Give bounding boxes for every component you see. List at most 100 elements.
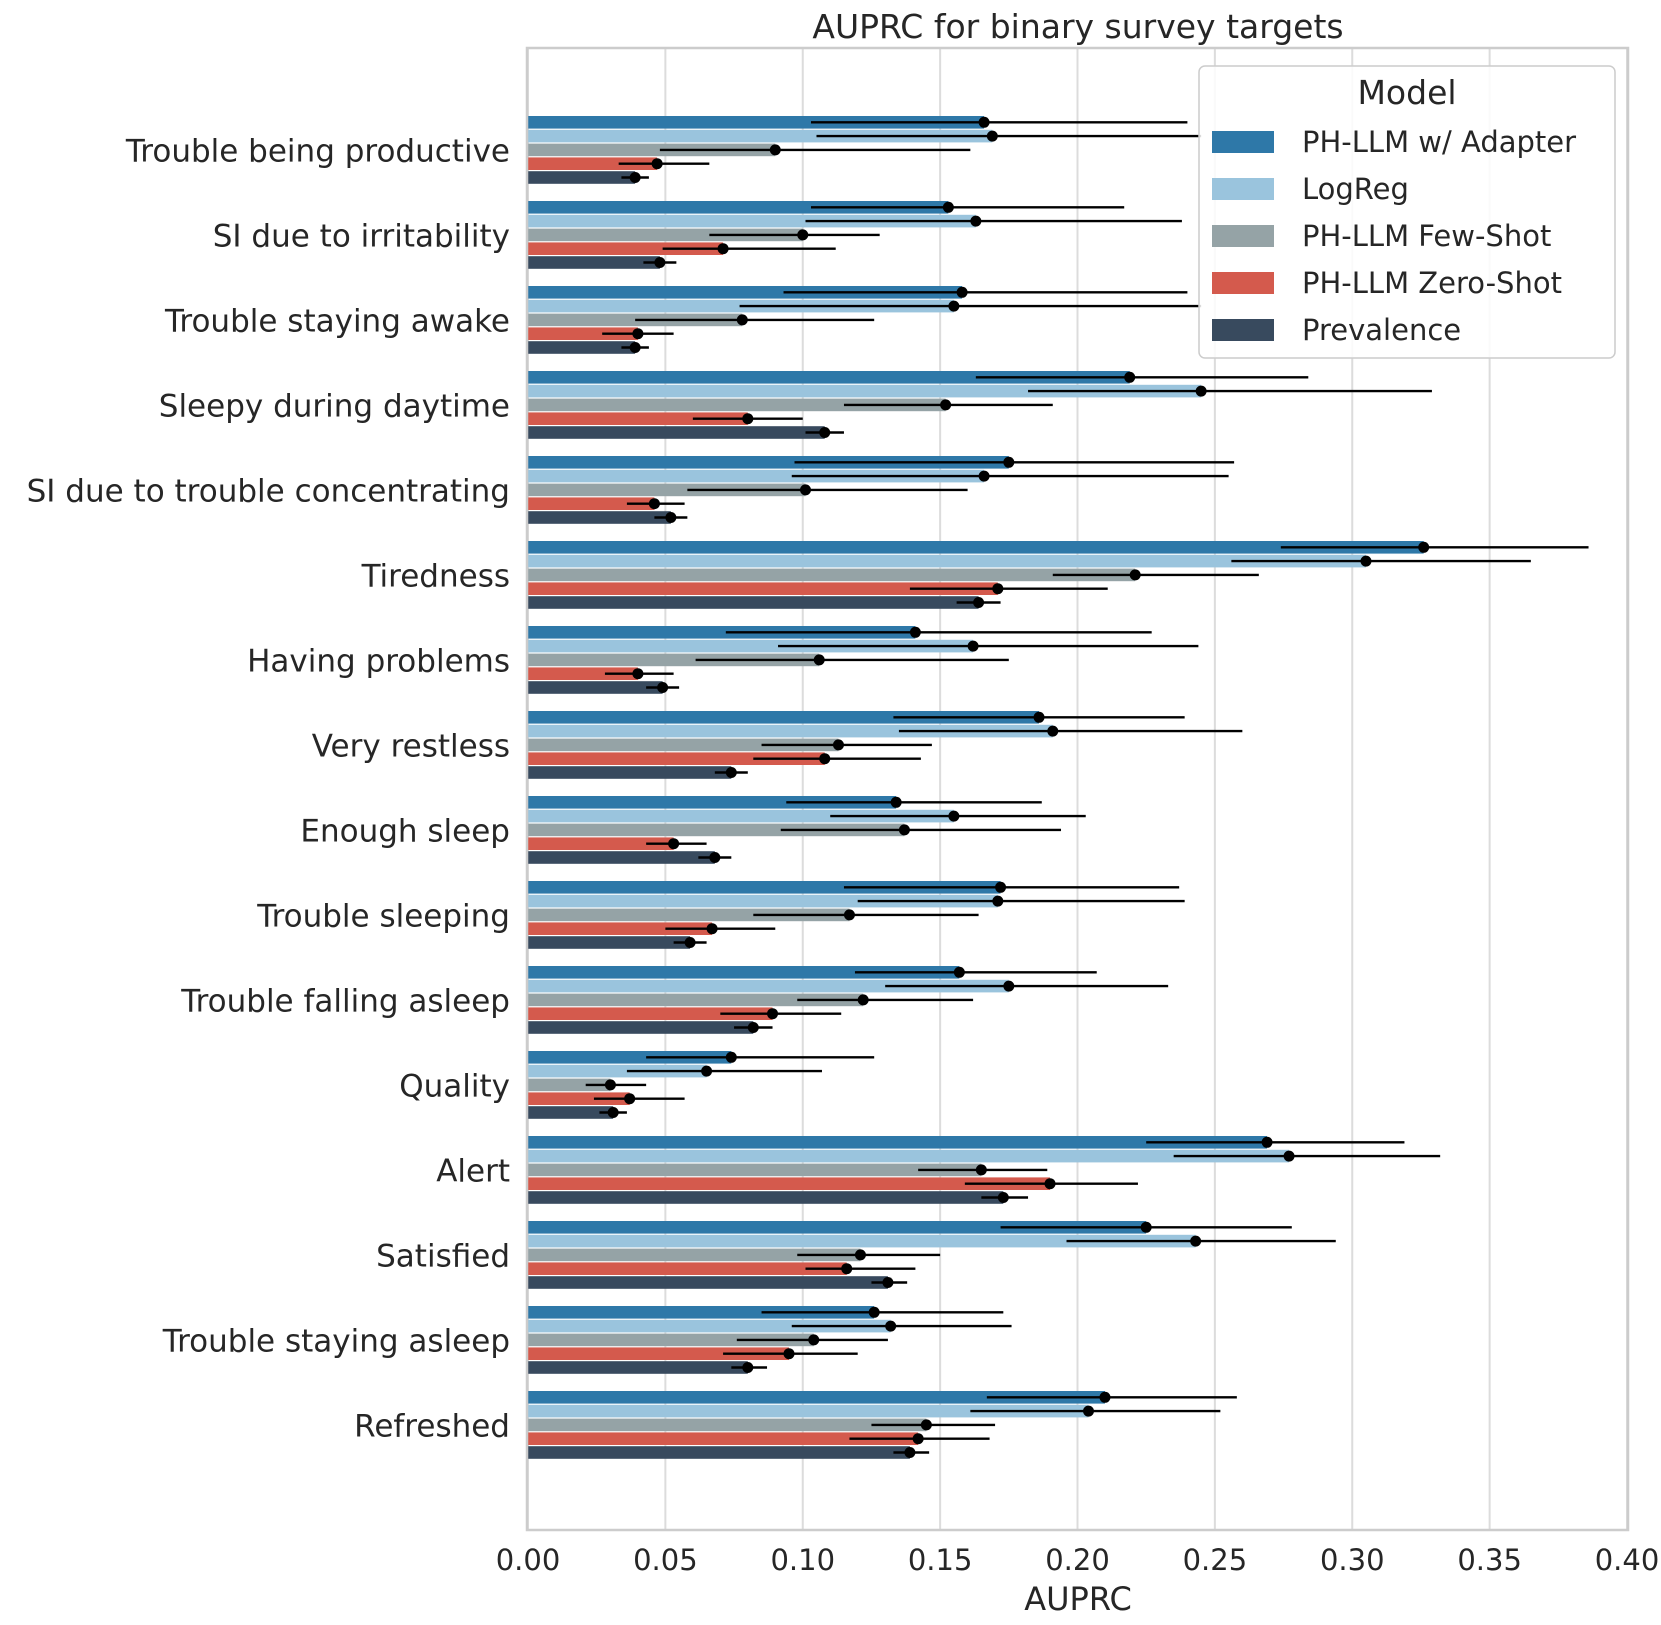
bar xyxy=(528,201,949,214)
point-estimate xyxy=(706,923,718,935)
bar xyxy=(528,497,655,510)
bar xyxy=(528,1191,1004,1204)
bar xyxy=(528,738,839,752)
bar xyxy=(528,653,820,667)
bar xyxy=(528,412,748,425)
bar xyxy=(528,1306,875,1319)
bar xyxy=(528,398,946,412)
legend-label: LogReg xyxy=(1302,172,1409,206)
point-estimate xyxy=(1190,1235,1202,1247)
x-tick-label: 0.10 xyxy=(770,1543,835,1577)
bar xyxy=(528,837,674,850)
point-estimate xyxy=(709,852,721,863)
bar xyxy=(528,1248,861,1262)
bar xyxy=(528,908,850,922)
point-estimate xyxy=(742,413,754,425)
point-estimate xyxy=(882,1277,894,1288)
point-estimate xyxy=(1195,385,1207,397)
point-estimate xyxy=(725,767,737,778)
category-label: Alert xyxy=(436,1154,510,1190)
point-estimate xyxy=(1099,1391,1111,1403)
bar xyxy=(528,554,1366,568)
point-estimate xyxy=(813,654,825,666)
legend-swatch xyxy=(1212,272,1274,294)
bar xyxy=(528,922,713,935)
bar xyxy=(528,596,979,609)
bar xyxy=(528,1361,748,1374)
point-estimate xyxy=(657,682,669,693)
point-estimate xyxy=(607,1107,619,1118)
point-estimate xyxy=(995,881,1007,893)
bar xyxy=(528,582,998,595)
bar xyxy=(528,129,993,143)
bar xyxy=(528,1234,1196,1248)
point-estimate xyxy=(909,626,921,638)
point-estimate xyxy=(767,1008,779,1020)
bar xyxy=(528,1092,630,1105)
point-estimate xyxy=(725,1051,737,1063)
bar xyxy=(528,979,1009,993)
point-estimate xyxy=(1418,541,1430,553)
bar xyxy=(528,823,905,837)
point-estimate xyxy=(920,1419,932,1431)
point-estimate xyxy=(1082,1405,1094,1417)
category-label: Trouble staying awake xyxy=(164,304,510,340)
point-estimate xyxy=(648,498,660,510)
bar xyxy=(528,1262,847,1275)
bar xyxy=(528,851,715,864)
point-estimate xyxy=(819,427,831,438)
category-label: Tiredness xyxy=(361,559,510,595)
bar xyxy=(528,681,663,694)
point-estimate xyxy=(953,966,965,978)
category-label: Refreshed xyxy=(354,1409,510,1445)
point-estimate xyxy=(885,1320,897,1332)
point-estimate xyxy=(624,1093,636,1105)
bar xyxy=(528,541,1424,554)
bar xyxy=(528,1106,614,1119)
point-estimate xyxy=(970,215,982,227)
bar xyxy=(528,752,825,765)
legend-swatch xyxy=(1212,131,1274,153)
point-estimate xyxy=(898,824,910,836)
bar xyxy=(528,993,864,1007)
bar xyxy=(528,1064,707,1078)
legend-swatch xyxy=(1212,319,1274,341)
point-estimate xyxy=(832,739,844,751)
bar xyxy=(528,966,960,979)
x-tick-label: 0.40 xyxy=(1595,1543,1660,1577)
category-label: SI due to irritability xyxy=(213,219,510,255)
point-estimate xyxy=(1360,555,1372,567)
bar xyxy=(528,1391,1105,1404)
bar xyxy=(528,456,1009,469)
category-label: Trouble staying asleep xyxy=(162,1324,510,1360)
point-estimate xyxy=(1003,980,1015,992)
point-estimate xyxy=(632,668,644,680)
bar xyxy=(528,881,1001,894)
bar xyxy=(528,1404,1089,1418)
point-estimate xyxy=(797,229,809,241)
point-estimate xyxy=(736,314,748,326)
point-estimate xyxy=(843,909,855,921)
point-estimate xyxy=(1047,725,1059,737)
point-estimate xyxy=(604,1079,616,1091)
category-label: SI due to trouble concentrating xyxy=(27,474,510,510)
bar xyxy=(528,1136,1268,1149)
bar xyxy=(528,1021,754,1034)
point-estimate xyxy=(668,838,680,850)
x-axis-title: AUPRC xyxy=(1024,1580,1132,1618)
point-estimate xyxy=(992,583,1004,595)
legend-label: PH-LLM Zero-Shot xyxy=(1302,266,1562,300)
bar xyxy=(528,426,825,439)
legend-swatch xyxy=(1212,178,1274,200)
bar xyxy=(528,116,985,129)
point-estimate xyxy=(854,1249,866,1261)
bar xyxy=(528,1347,790,1360)
bar xyxy=(528,1007,773,1020)
x-tick-label: 0.35 xyxy=(1457,1543,1522,1577)
bar xyxy=(528,143,776,157)
bar xyxy=(528,639,974,653)
point-estimate xyxy=(857,994,869,1006)
bar xyxy=(528,313,743,327)
point-estimate xyxy=(1261,1136,1273,1148)
